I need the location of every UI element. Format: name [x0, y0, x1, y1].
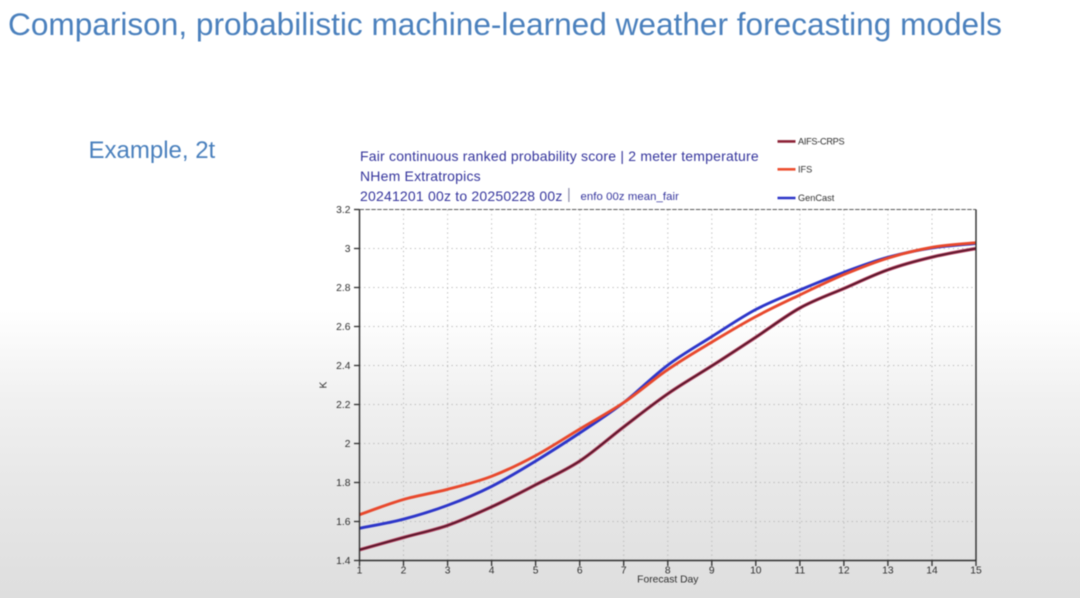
- svg-text:K: K: [319, 381, 330, 388]
- svg-text:3: 3: [345, 244, 351, 255]
- svg-text:2: 2: [401, 566, 407, 577]
- svg-text:11: 11: [795, 566, 806, 577]
- svg-text:2.6: 2.6: [336, 322, 351, 333]
- svg-text:10: 10: [750, 566, 762, 577]
- svg-text:6: 6: [577, 566, 583, 577]
- svg-text:5: 5: [533, 566, 539, 577]
- svg-text:7: 7: [621, 566, 627, 577]
- svg-text:15: 15: [970, 566, 982, 577]
- svg-text:3.2: 3.2: [336, 205, 351, 216]
- svg-text:12: 12: [838, 566, 850, 577]
- svg-text:2.4: 2.4: [336, 361, 351, 372]
- svg-text:2: 2: [345, 439, 351, 450]
- svg-text:2.8: 2.8: [336, 283, 351, 294]
- svg-text:13: 13: [882, 566, 894, 577]
- svg-text:14: 14: [926, 566, 938, 577]
- svg-text:3: 3: [445, 566, 451, 577]
- svg-text:1.6: 1.6: [336, 517, 351, 528]
- svg-text:1.8: 1.8: [336, 478, 351, 489]
- svg-text:AIFS-CRPS: AIFS-CRPS: [798, 137, 844, 147]
- svg-text:GenCast: GenCast: [798, 193, 835, 203]
- svg-text:2.2: 2.2: [336, 400, 351, 411]
- svg-text:9: 9: [709, 566, 715, 577]
- svg-text:Forecast Day: Forecast Day: [637, 575, 699, 586]
- svg-text:1.4: 1.4: [336, 556, 351, 567]
- svg-text:IFS: IFS: [798, 165, 812, 175]
- svg-text:4: 4: [489, 566, 495, 577]
- svg-text:1: 1: [357, 566, 363, 577]
- svg-text:8: 8: [665, 566, 671, 577]
